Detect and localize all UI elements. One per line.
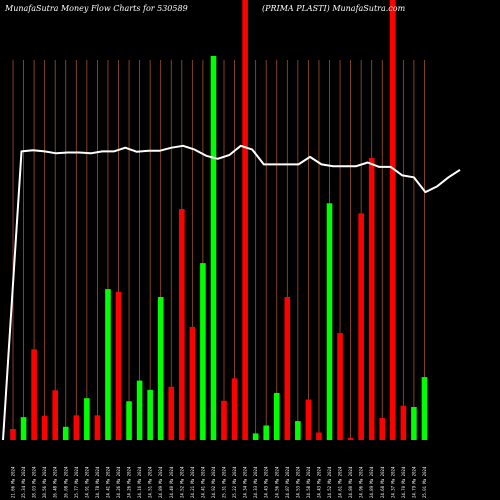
bar bbox=[326, 203, 333, 440]
x-tick-label: 24.70 Ma 2024 bbox=[401, 466, 406, 498]
x-tick-label: 21.66 Ma 2024 bbox=[11, 466, 16, 498]
x-tick-label: 28.03 Ma 2024 bbox=[32, 466, 37, 498]
x-tick-label: 24.52 Ma 2024 bbox=[327, 466, 332, 498]
bar bbox=[358, 213, 364, 440]
bar bbox=[368, 157, 375, 440]
bar bbox=[62, 426, 69, 440]
x-tick-label: 24.68 Ma 2024 bbox=[380, 466, 385, 498]
x-tick-label: 25.31 Ma 2024 bbox=[222, 466, 227, 498]
bar bbox=[263, 425, 269, 440]
x-tick-label: 24.89 Ma 2024 bbox=[369, 466, 374, 498]
bar bbox=[231, 378, 238, 440]
bar bbox=[411, 407, 417, 440]
x-tick-label: 24.53 Ma 2024 bbox=[295, 466, 300, 498]
x-tick-label: 24.21 Ma 2024 bbox=[190, 466, 195, 498]
x-tick-label: 24.80 Ma 2024 bbox=[348, 466, 353, 498]
bar bbox=[305, 399, 312, 440]
x-tick-label: 24.58 Ma 2024 bbox=[306, 466, 311, 498]
price-line-layer bbox=[2, 144, 461, 441]
bar bbox=[200, 263, 206, 440]
x-tick-label: 24.51 Ma 2024 bbox=[148, 466, 153, 498]
bar bbox=[242, 0, 248, 440]
bar bbox=[147, 389, 153, 440]
x-tick-label: 24.43 Ma 2024 bbox=[316, 466, 321, 498]
x-tick-label: 24.34 Ma 2024 bbox=[243, 466, 248, 498]
bar bbox=[210, 55, 217, 440]
x-tick-label: 24.40 Ma 2024 bbox=[169, 466, 174, 498]
bar bbox=[284, 297, 291, 440]
bar bbox=[252, 433, 259, 440]
bar bbox=[52, 390, 58, 440]
x-tick-label: 28.56 Ma 2024 bbox=[42, 466, 47, 498]
x-tick-label: 24.26 Ma 2024 bbox=[116, 466, 121, 498]
x-tick-label: 24.37 Ma 2024 bbox=[390, 466, 395, 498]
x-tick-label: 24.79 Ma 2024 bbox=[411, 466, 416, 498]
x-tick-label: 24.43 Ma 2024 bbox=[264, 466, 269, 498]
x-tick-label: 24.92 Ma 2024 bbox=[211, 466, 216, 498]
bar bbox=[295, 421, 301, 440]
bar bbox=[94, 415, 101, 440]
bar bbox=[157, 297, 164, 440]
x-tick-label: 25.77 Ma 2024 bbox=[74, 466, 79, 498]
bar bbox=[400, 405, 407, 440]
x-tick-label: 24.87 Ma 2024 bbox=[285, 466, 290, 498]
bar bbox=[221, 400, 227, 440]
bar bbox=[84, 398, 90, 440]
bar bbox=[347, 437, 354, 440]
x-tick-label: 26.48 Ma 2024 bbox=[53, 466, 58, 498]
bar bbox=[316, 432, 322, 440]
bar bbox=[179, 209, 185, 440]
bar bbox=[73, 415, 80, 440]
x-tick-label: 24.61 Ma 2024 bbox=[338, 466, 343, 498]
bar bbox=[136, 380, 143, 440]
x-tick-label: 24.56 Ma 2024 bbox=[274, 466, 279, 498]
bar bbox=[168, 386, 175, 440]
x-tick-label: 24.16 Ma 2024 bbox=[137, 466, 142, 498]
x-tick-label: 25.01 Ma 2024 bbox=[422, 466, 427, 498]
bar bbox=[337, 333, 343, 440]
price-line bbox=[2, 144, 461, 441]
bar bbox=[189, 326, 196, 440]
bar bbox=[421, 377, 428, 440]
bar bbox=[379, 418, 386, 440]
x-tick-label: 24.33 Ma 2024 bbox=[253, 466, 258, 498]
bar bbox=[126, 401, 132, 440]
bar bbox=[390, 0, 396, 440]
x-tick-label: 24.89 Ma 2024 bbox=[158, 466, 163, 498]
chart-title-right: (PRIMA PLASTI) MunafaSutra.com bbox=[262, 4, 406, 13]
chart-title-left: MunafaSutra Money Flow Charts for 530589 bbox=[4, 4, 188, 13]
bar bbox=[105, 289, 111, 440]
x-tick-label: 24.91 Ma 2024 bbox=[84, 466, 89, 498]
x-tick-label: 26.08 Ma 2024 bbox=[63, 466, 68, 498]
x-tick-label: 24.96 Ma 2024 bbox=[359, 466, 364, 498]
x-tick-label: 24.41 Ma 2024 bbox=[105, 466, 110, 498]
x-tick-label: 24.78 Ma 2024 bbox=[95, 466, 100, 498]
bar bbox=[31, 349, 37, 440]
x-tick-label: 25.22 Ma 2024 bbox=[232, 466, 237, 498]
x-tick-label: 24.26 Ma 2024 bbox=[127, 466, 132, 498]
bar bbox=[273, 392, 280, 440]
bar bbox=[115, 291, 122, 440]
bar bbox=[10, 429, 16, 440]
bar bbox=[20, 417, 27, 440]
x-tick-labels: 21.66 Ma 2024 25.34 Ma 2024 28.03 Ma 2024 2… bbox=[11, 466, 427, 498]
x-tick-label: 25.34 Ma 2024 bbox=[21, 466, 26, 498]
x-tick-label: 24.41 Ma 2024 bbox=[200, 466, 205, 498]
x-tick-label: 24.52 Ma 2024 bbox=[179, 466, 184, 498]
bar-series bbox=[10, 0, 428, 440]
bar bbox=[41, 415, 48, 440]
